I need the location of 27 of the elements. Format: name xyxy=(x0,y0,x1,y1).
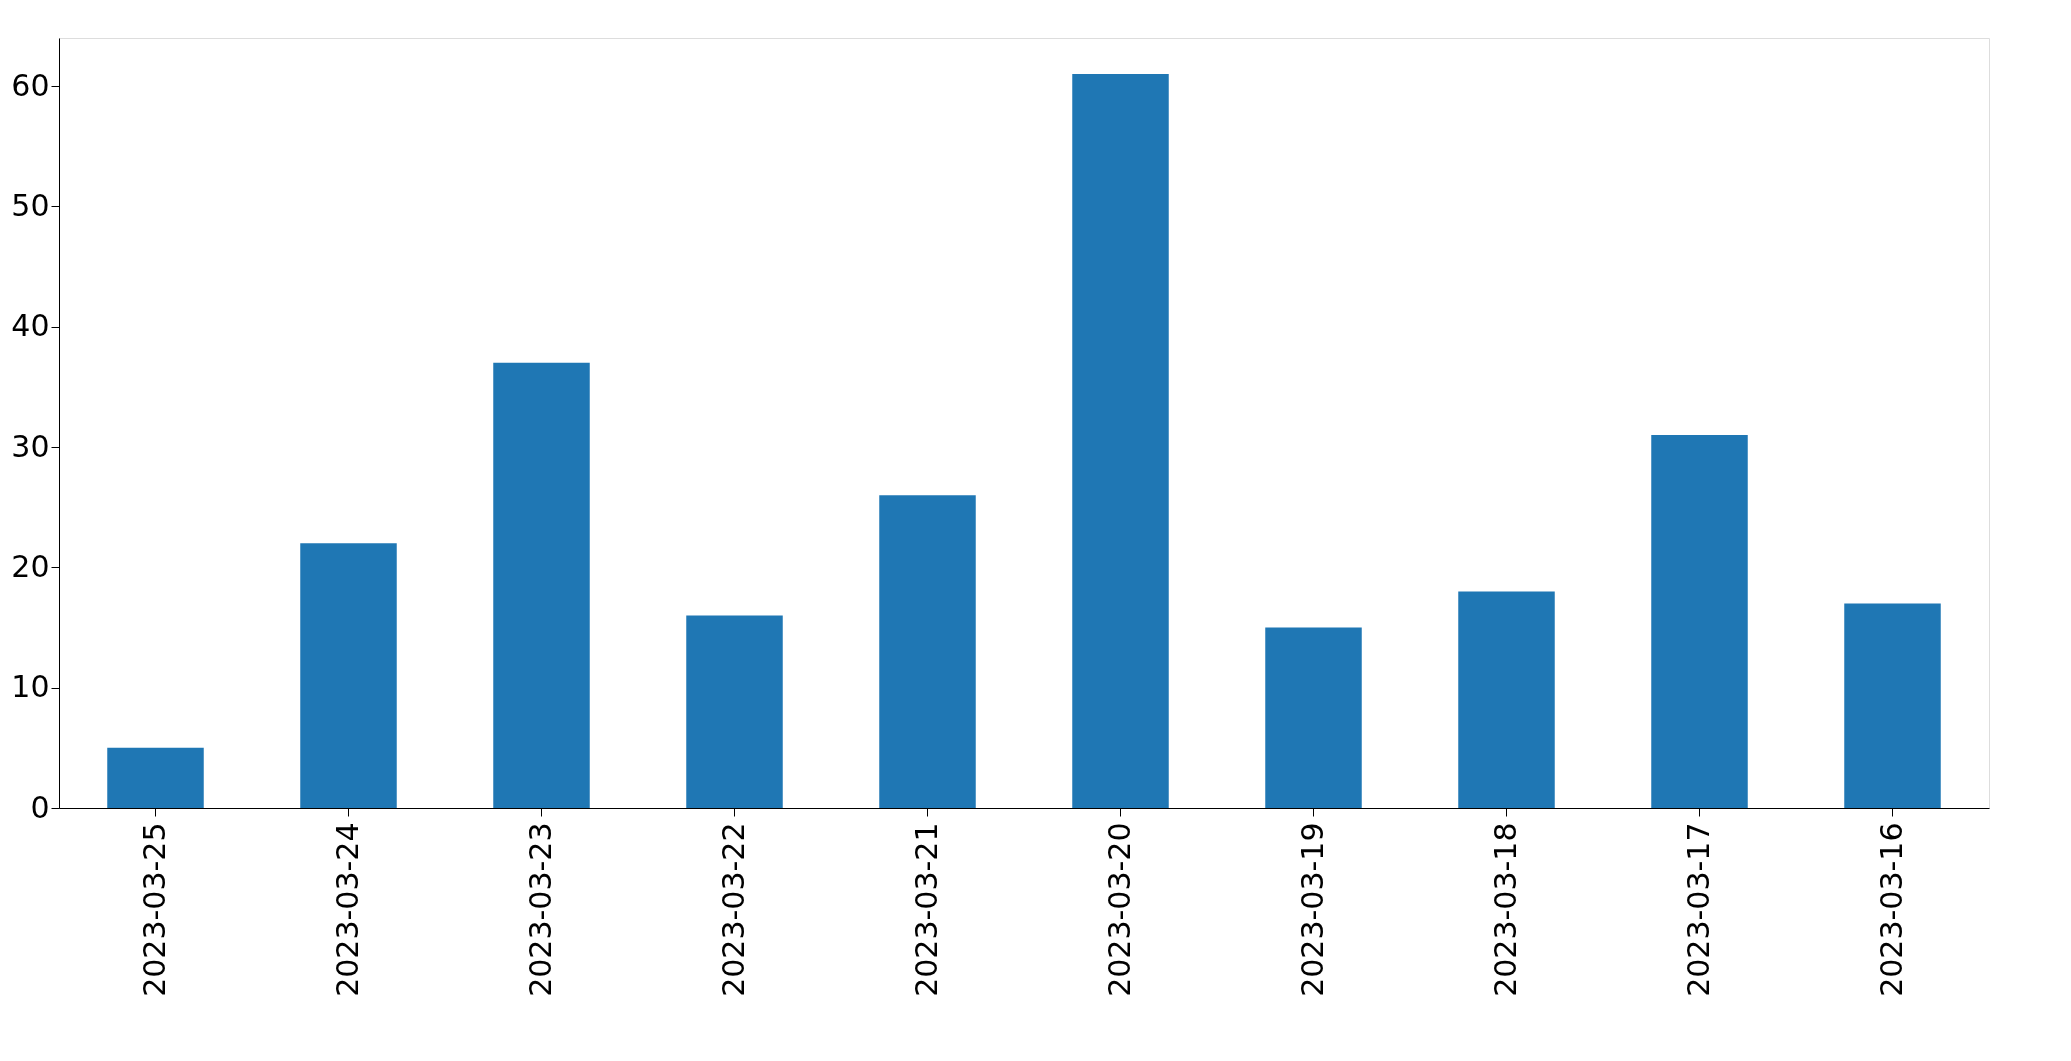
x-tick-label: 2023-03-21 xyxy=(908,822,944,997)
y-tick-label: 30 xyxy=(11,428,50,464)
x-tick-label: 2023-03-20 xyxy=(1101,822,1137,997)
y-tick-label: 40 xyxy=(11,308,50,344)
x-tick-label: 2023-03-24 xyxy=(329,822,365,997)
x-tick-label: 2023-03-25 xyxy=(136,822,172,997)
y-tick-label: 50 xyxy=(11,187,50,223)
x-tick-label: 2023-03-16 xyxy=(1873,822,1909,997)
bar xyxy=(686,615,783,808)
x-tick-label: 2023-03-17 xyxy=(1680,822,1716,997)
x-tick-label: 2023-03-18 xyxy=(1487,822,1523,997)
x-tick-label: 2023-03-22 xyxy=(715,822,751,997)
x-tick-label: 2023-03-19 xyxy=(1294,822,1330,997)
bar xyxy=(1265,627,1362,808)
y-tick-label: 20 xyxy=(11,548,50,584)
bar xyxy=(1072,74,1169,808)
bar xyxy=(300,543,397,808)
bar xyxy=(493,362,590,808)
x-tick-label: 2023-03-23 xyxy=(522,822,558,997)
bar xyxy=(1458,591,1555,808)
bar xyxy=(1844,603,1941,808)
bar xyxy=(879,495,976,808)
bar xyxy=(107,747,204,808)
y-tick-label: 0 xyxy=(30,789,50,825)
y-tick-label: 10 xyxy=(11,669,50,705)
bar xyxy=(1651,435,1748,808)
y-tick-label: 60 xyxy=(11,67,50,103)
